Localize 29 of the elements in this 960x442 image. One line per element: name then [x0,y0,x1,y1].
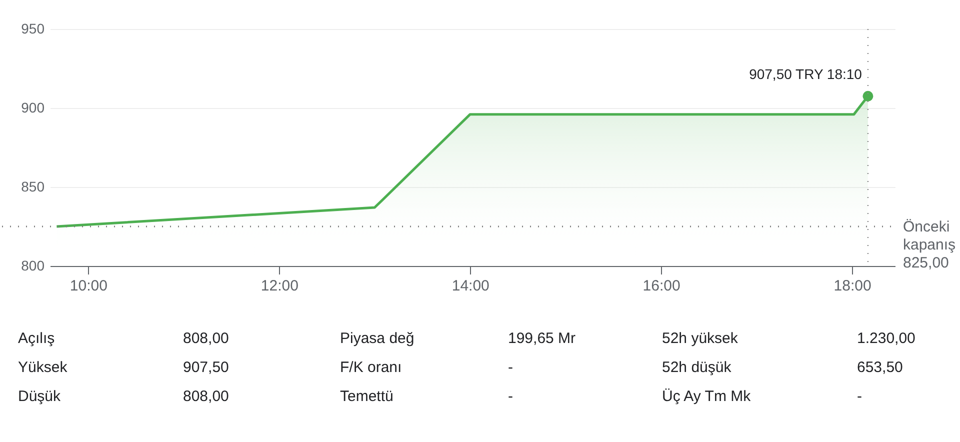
text: 907,50 [183,359,230,376]
text: - [857,388,863,405]
y-tick-label: 950 [21,20,45,36]
text: 808,00 [183,388,230,405]
text: - [508,388,514,405]
text: Temettü [340,388,394,405]
text: Yüksek [18,359,68,376]
text: 52h yüksek [662,330,739,347]
x-tick-label: 18:00 [834,278,872,294]
text: 1.230,00 [857,330,916,347]
x-tick-label: 12:00 [260,278,298,294]
text: Düşük [18,388,62,405]
x-tick-label: 10:00 [70,278,108,294]
text: Açılış [18,330,56,347]
y-tick-label: 900 [21,100,45,116]
x-tick-label: 14:00 [452,278,490,294]
y-tick-label: 850 [21,178,45,194]
text: - [508,359,514,376]
text: 808,00 [183,330,230,347]
text: 52h düşük [662,359,732,376]
text: Üç Ay Tm Mk [662,388,752,405]
text: F/K oranı [340,359,403,376]
text: Piyasa değ [340,330,416,347]
ref-line-label: Önceki kapanış 825,00 [903,218,956,272]
text: 199,65 Mr [508,330,577,347]
x-tick-label: 16:00 [642,278,680,294]
annotation: 907,50 TRY 18:10 [749,66,862,82]
text: 653,50 [857,359,904,376]
y-tick-label: 800 [21,258,45,274]
